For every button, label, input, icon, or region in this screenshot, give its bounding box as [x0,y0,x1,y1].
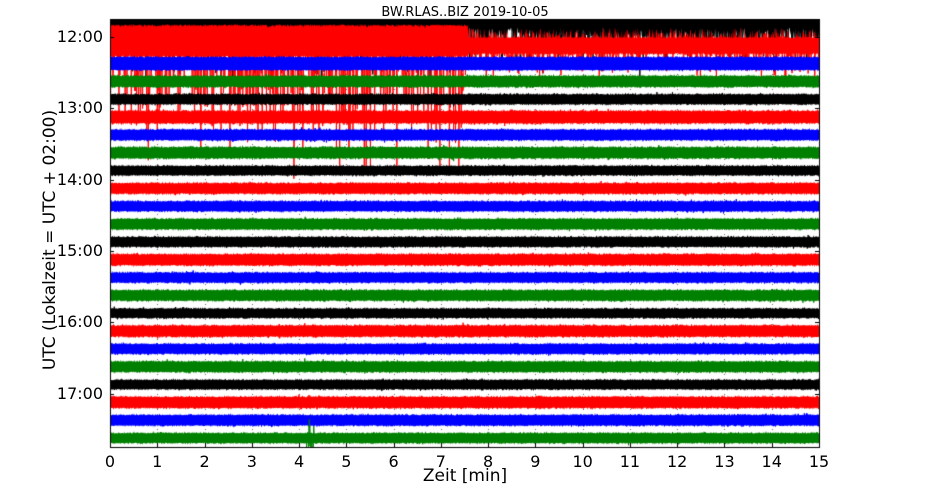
y-tick-label: 15:00 [56,240,103,260]
x-tick-label: 0 [104,452,116,471]
x-tick-label: 11 [619,452,641,471]
x-tick-label: 9 [530,452,541,471]
x-tick-label: 6 [388,452,399,471]
x-tick-label: 14 [761,452,782,471]
x-tick-label: 2 [199,452,210,471]
y-tick-label: 16:00 [56,312,103,332]
x-tick-label: 10 [572,452,593,471]
x-tick-label: 5 [341,452,352,471]
y-tick-label: 12:00 [56,26,103,46]
x-tick-label: 12 [667,452,688,471]
x-tick-label: 7 [435,452,446,471]
x-tick-label: 3 [246,452,257,471]
x-tick-label: 4 [293,452,305,471]
y-tick-label: 14:00 [56,169,103,189]
y-axis-tick-labels: 12:00 13:00 14:00 15:00 16:00 17:00 [28,0,103,494]
x-tick-label: 13 [714,452,735,471]
y-tick-label: 17:00 [56,383,103,403]
x-tick-label: 1 [152,452,163,471]
x-tick-label: 8 [483,452,494,471]
x-tick-label: 15 [808,452,830,471]
y-tick-label: 13:00 [56,98,103,118]
